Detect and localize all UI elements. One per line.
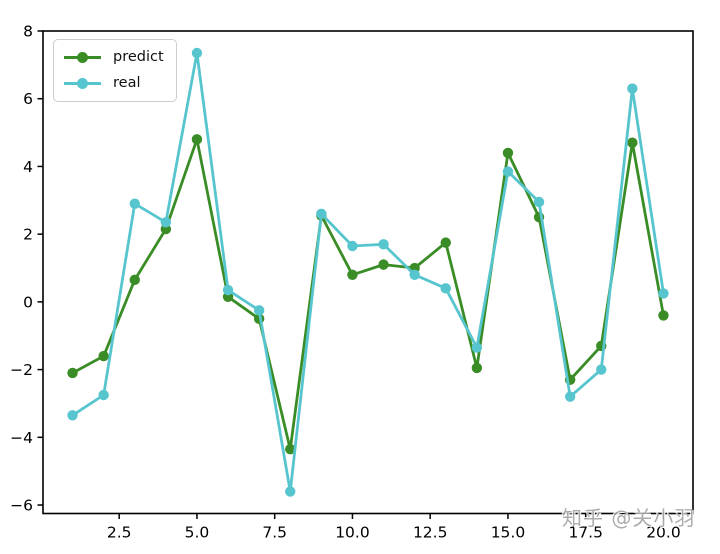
- x-axis-tick-label: 12.5: [413, 524, 448, 542]
- x-axis-tick-label: 17.5: [568, 524, 603, 542]
- data-point-real: [316, 208, 327, 220]
- x-axis-tick-label: 5.0: [185, 524, 210, 542]
- y-axis-tick-label: −4: [10, 429, 33, 447]
- data-point-real: [347, 240, 358, 252]
- data-point-real: [98, 389, 109, 401]
- data-point-predict: [191, 134, 203, 145]
- series-line-predict: [71, 137, 665, 451]
- legend-marker-predict: [64, 51, 101, 64]
- data-point-predict: [378, 259, 389, 270]
- data-point-real: [191, 47, 203, 59]
- data-point-real: [627, 83, 638, 94]
- data-point-predict: [440, 237, 451, 248]
- data-point-predict: [471, 362, 483, 374]
- data-point-real: [533, 196, 545, 208]
- x-axis-tick-label: 15.0: [491, 524, 526, 542]
- data-point-real: [378, 239, 389, 250]
- data-point-real: [471, 342, 483, 353]
- y-axis-tick-label: 8: [23, 23, 33, 41]
- data-point-predict: [658, 310, 669, 321]
- plot-area-spines: [42, 30, 694, 515]
- y-axis-tick-label: 4: [23, 158, 33, 176]
- legend-item-real: real: [64, 74, 164, 93]
- legend-label: predict: [113, 49, 164, 66]
- legend-label: real: [113, 75, 141, 92]
- data-point-predict: [285, 443, 296, 455]
- data-point-real: [409, 269, 420, 280]
- data-point-real: [285, 486, 296, 497]
- x-axis-tick-label: 7.5: [262, 524, 287, 542]
- data-point-predict: [67, 367, 78, 379]
- y-axis-tick-label: −6: [10, 497, 33, 515]
- data-point-real: [160, 217, 172, 228]
- legend-marker-real: [64, 77, 101, 90]
- data-point-real: [222, 284, 234, 296]
- data-point-predict: [502, 147, 514, 159]
- data-point-real: [253, 305, 265, 316]
- legend: predict real: [53, 39, 177, 102]
- data-point-real: [658, 288, 669, 299]
- data-point-predict: [627, 137, 638, 148]
- data-point-predict: [347, 269, 358, 280]
- data-point-real: [440, 283, 451, 294]
- data-point-real: [129, 198, 140, 209]
- y-axis-tick-label: 2: [23, 226, 33, 244]
- data-point-predict: [129, 274, 140, 286]
- x-axis-tick-label: 20.0: [646, 524, 681, 542]
- data-point-real: [67, 410, 78, 421]
- y-axis-tick-label: 6: [23, 90, 33, 108]
- x-axis-tick-label: 10.0: [335, 524, 370, 542]
- y-axis-tick-label: −2: [10, 361, 33, 379]
- series-line-real: [71, 51, 665, 493]
- data-point-predict: [98, 350, 109, 362]
- data-point-real: [596, 364, 607, 375]
- y-axis-tick-label: 0: [23, 293, 33, 311]
- x-axis-tick-label: 2.5: [107, 524, 132, 542]
- data-point-real: [564, 391, 576, 402]
- legend-item-predict: predict: [64, 48, 164, 67]
- data-point-real: [502, 166, 514, 177]
